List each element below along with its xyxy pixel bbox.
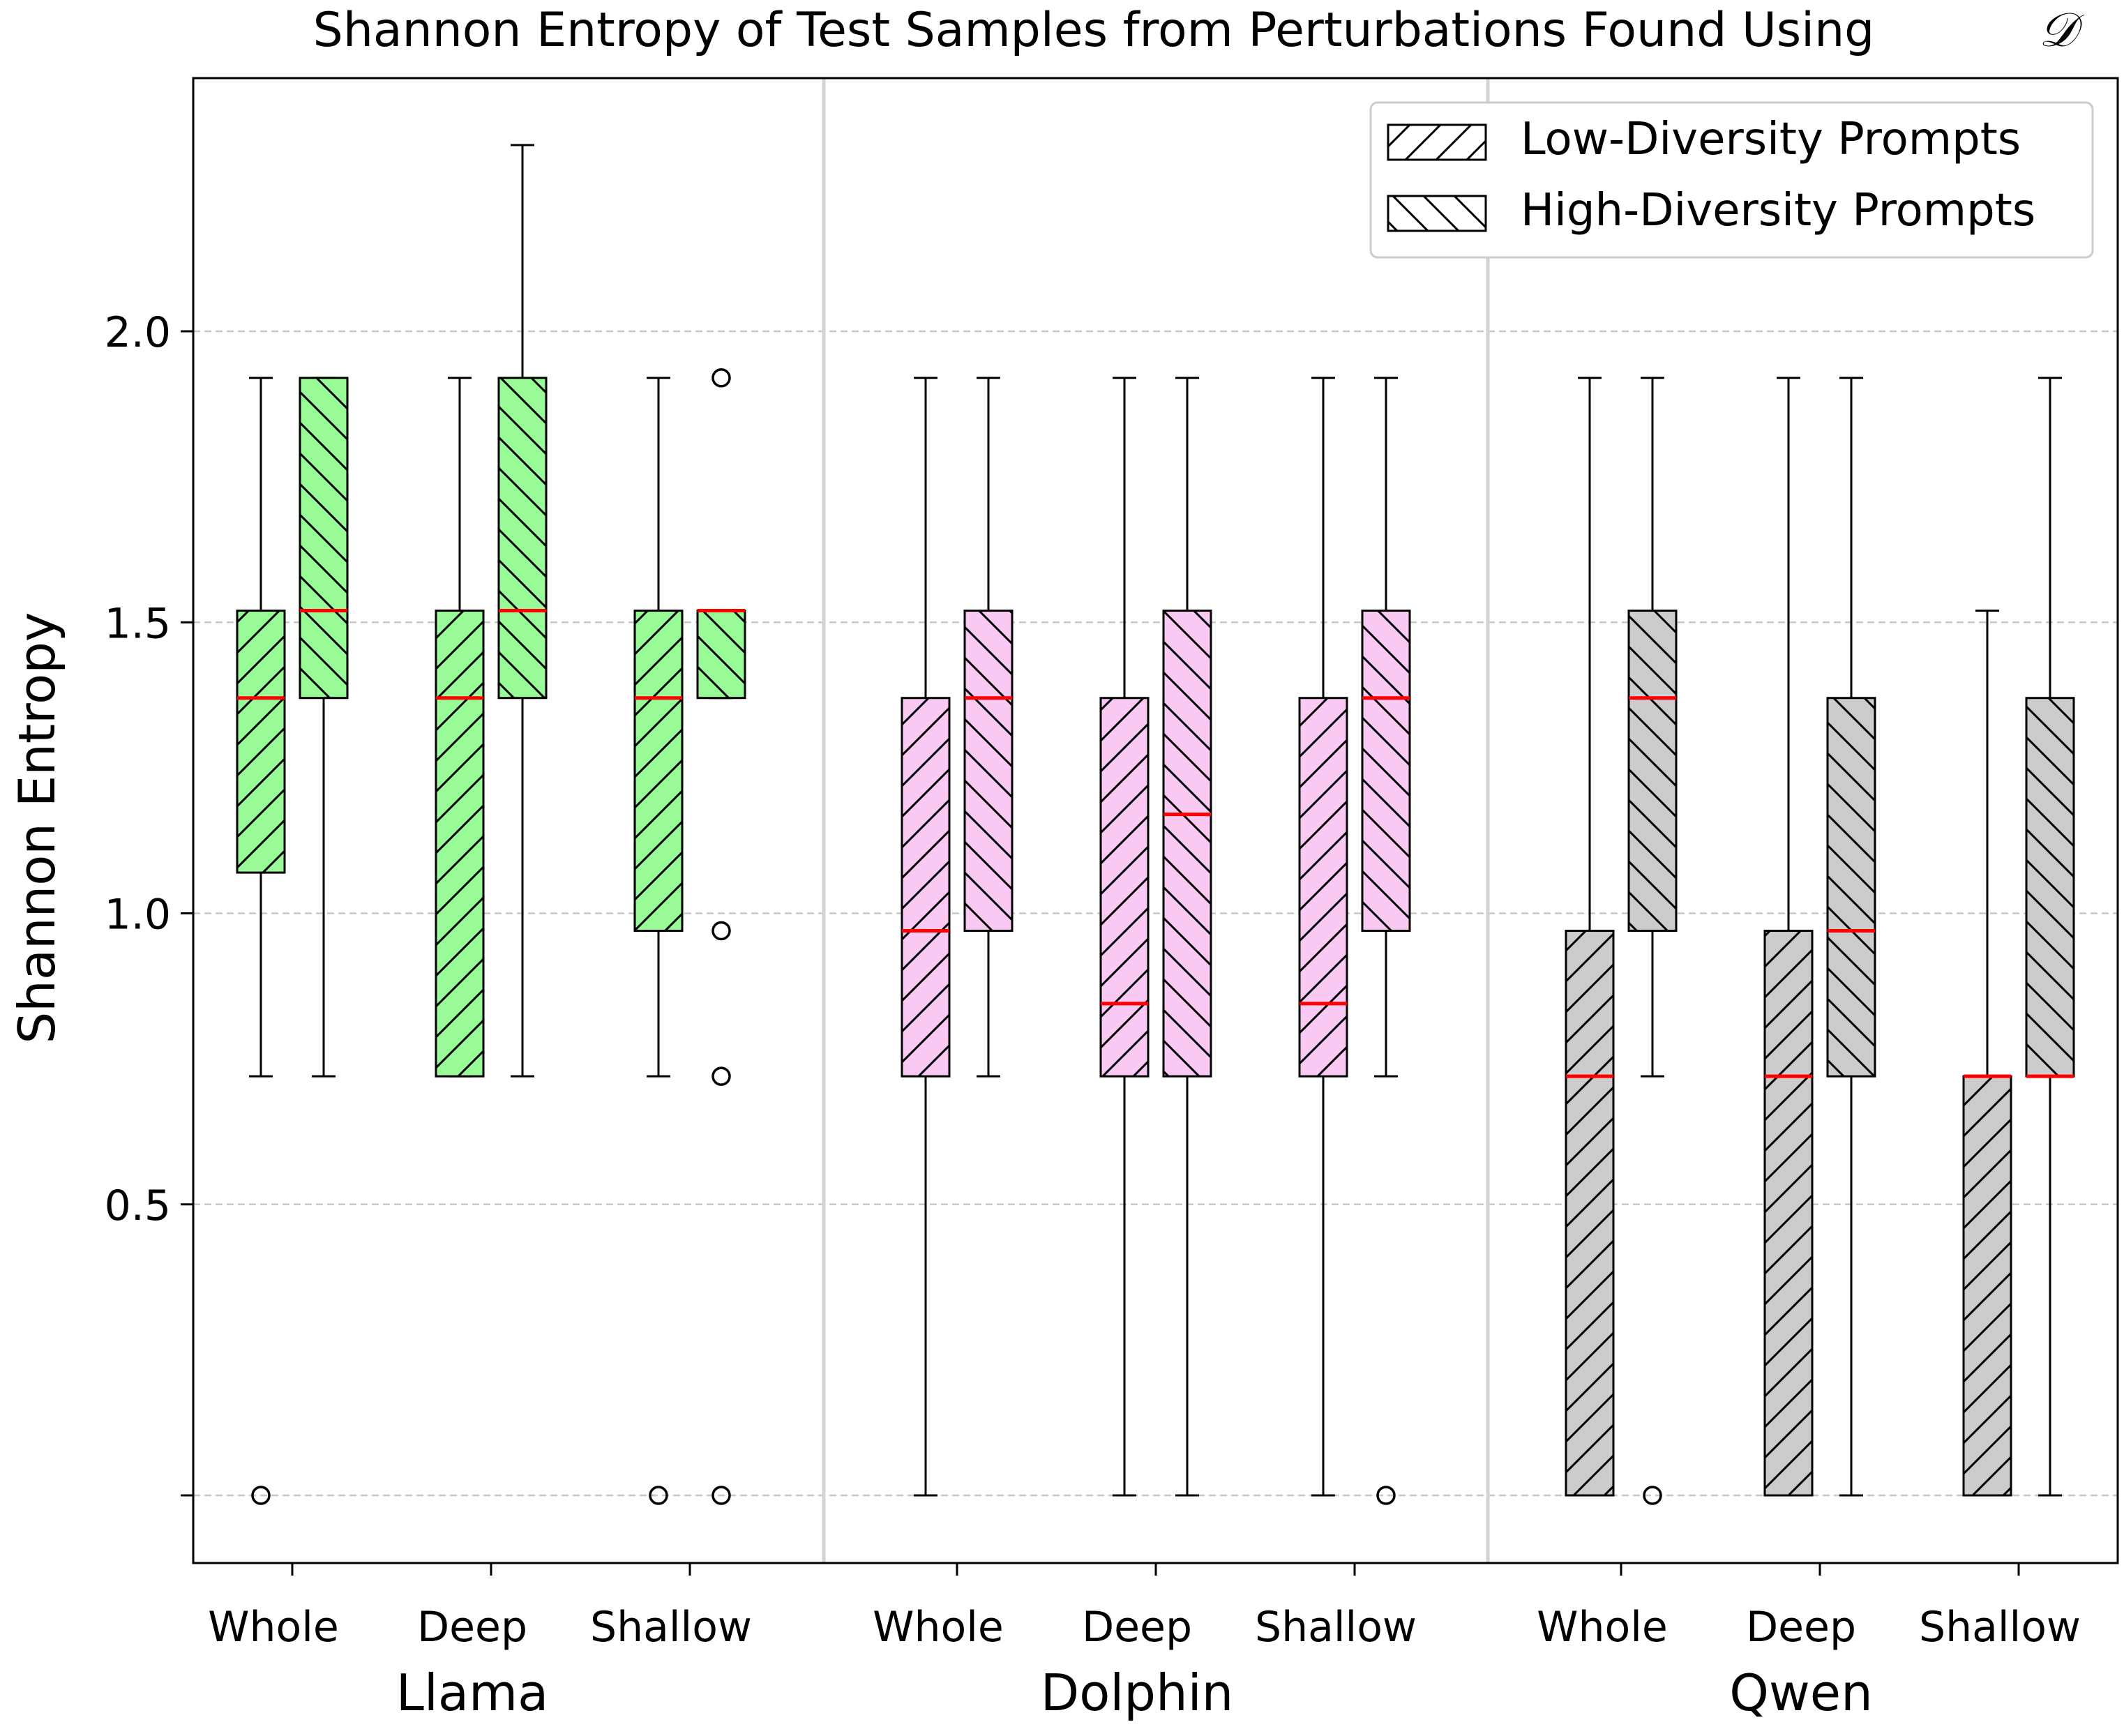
legend-frame bbox=[1369, 101, 2094, 259]
x-tick-label: Whole bbox=[873, 1603, 1004, 1652]
outlier-point bbox=[711, 1066, 731, 1086]
box-dolphin-whole-low bbox=[901, 377, 951, 1497]
box-iqr bbox=[633, 610, 684, 933]
chart-title-group: Shannon Entropy of Test Samples from Per… bbox=[313, 3, 2085, 58]
box-iqr bbox=[1962, 1075, 2012, 1497]
group-llama bbox=[236, 144, 746, 1505]
box-qwen-whole-high bbox=[1627, 377, 1678, 1505]
legend-label-low-diversity: Low-Diversity Prompts bbox=[1521, 114, 2021, 165]
group-dividers bbox=[822, 78, 1490, 1563]
outlier-point bbox=[711, 921, 731, 941]
legend-swatch-high-diversity bbox=[1387, 195, 1487, 232]
box-llama-shallow-low bbox=[633, 377, 684, 1505]
outlier-point bbox=[1643, 1486, 1662, 1505]
box-iqr bbox=[1099, 697, 1150, 1078]
x-axis: Whole Deep Shallow Llama Whole Deep Shallow Dol… bbox=[208, 1563, 2081, 1722]
box-llama-deep-high bbox=[497, 144, 548, 1078]
group-label-llama: Llama bbox=[396, 1663, 549, 1722]
x-tick-label: Whole bbox=[208, 1603, 339, 1652]
box-llama-shallow-high bbox=[696, 368, 746, 1505]
box-iqr bbox=[1826, 697, 1876, 1078]
box-iqr bbox=[435, 610, 485, 1078]
group-qwen bbox=[1565, 377, 2075, 1505]
box-iqr bbox=[236, 610, 286, 874]
box-qwen-deep-high bbox=[1826, 377, 1876, 1497]
x-tick-label: Deep bbox=[417, 1603, 527, 1652]
group-dolphin bbox=[901, 377, 1411, 1505]
group-label-qwen: Qwen bbox=[1729, 1663, 1873, 1722]
outlier-point bbox=[711, 368, 731, 388]
box-iqr bbox=[1361, 610, 1411, 933]
box-iqr bbox=[299, 377, 349, 700]
box-iqr bbox=[1565, 930, 1615, 1497]
box-iqr bbox=[901, 697, 951, 1078]
box-dolphin-shallow-high bbox=[1361, 377, 1411, 1505]
box-llama-whole-high bbox=[299, 377, 349, 1078]
x-tick-label: Deep bbox=[1082, 1603, 1192, 1652]
box-qwen-shallow-low bbox=[1962, 610, 2012, 1497]
box-iqr bbox=[696, 610, 746, 700]
box-iqr bbox=[1763, 930, 1814, 1497]
x-tick-label: Deep bbox=[1746, 1603, 1856, 1652]
y-tick-label: 0.5 bbox=[105, 1182, 171, 1230]
outlier-point bbox=[711, 1486, 731, 1505]
box-iqr bbox=[963, 610, 1014, 933]
y-axis: 0.5 1.0 1.5 2.0 bbox=[105, 308, 193, 1497]
outlier-point bbox=[649, 1486, 668, 1505]
y-grid-lines bbox=[193, 330, 2118, 1497]
box-iqr bbox=[497, 377, 548, 700]
outlier-point bbox=[1376, 1486, 1396, 1505]
y-axis-label: Shannon Entropy bbox=[8, 612, 66, 1043]
chart-title-symbol: 𝒟 bbox=[2039, 3, 2085, 58]
x-tick-label: Shallow bbox=[1255, 1603, 1417, 1652]
box-llama-deep-low bbox=[435, 377, 485, 1078]
box-qwen-whole-low bbox=[1565, 377, 1615, 1497]
box-series bbox=[236, 144, 2075, 1505]
box-iqr bbox=[1162, 610, 1212, 1078]
y-tick-label: 1.0 bbox=[105, 891, 171, 939]
chart-title: Shannon Entropy of Test Samples from Per… bbox=[313, 3, 1875, 58]
box-dolphin-shallow-low bbox=[1298, 377, 1348, 1497]
legend-label-high-diversity: High-Diversity Prompts bbox=[1521, 185, 2035, 236]
box-llama-whole-low bbox=[236, 377, 286, 1505]
x-tick-label: Whole bbox=[1537, 1603, 1668, 1652]
x-tick-label: Shallow bbox=[590, 1603, 752, 1652]
group-label-dolphin: Dolphin bbox=[1041, 1663, 1233, 1722]
box-dolphin-deep-high bbox=[1162, 377, 1212, 1497]
legend-swatch-low-diversity bbox=[1387, 123, 1487, 161]
y-tick-label: 2.0 bbox=[105, 308, 171, 357]
x-tick-label: Shallow bbox=[1919, 1603, 2081, 1652]
legend: Low-Diversity Prompts High-Diversity Pro… bbox=[1369, 101, 2094, 259]
box-iqr bbox=[1627, 610, 1678, 933]
box-dolphin-whole-high bbox=[963, 377, 1014, 1078]
box-qwen-shallow-high bbox=[2025, 377, 2075, 1497]
box-qwen-deep-low bbox=[1763, 377, 1814, 1497]
y-tick-label: 1.5 bbox=[105, 599, 171, 648]
box-dolphin-deep-low bbox=[1099, 377, 1150, 1497]
box-iqr bbox=[1298, 697, 1348, 1078]
box-iqr bbox=[2025, 697, 2075, 1078]
outlier-point bbox=[251, 1486, 271, 1505]
